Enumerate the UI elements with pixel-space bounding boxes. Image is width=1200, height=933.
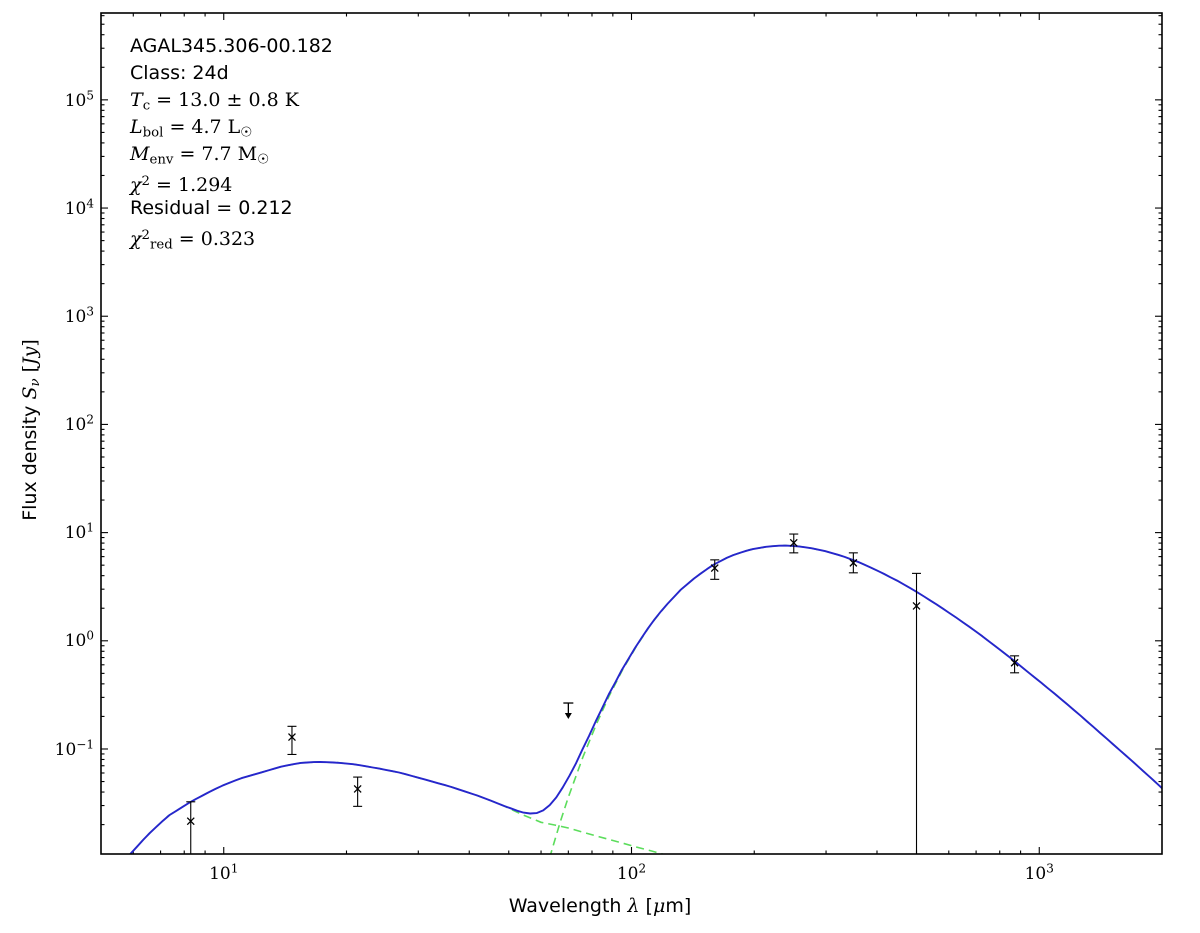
text-segment: ν bbox=[28, 378, 44, 387]
text-segment: χ bbox=[130, 227, 142, 250]
x-tick-label: 103 bbox=[1024, 861, 1054, 884]
text-segment: L bbox=[130, 116, 143, 138]
annotation-line-chi-square: χ2 = 1.294 bbox=[130, 168, 333, 196]
text-segment: Flux density bbox=[18, 399, 41, 521]
text-segment: AGAL345.306-00.182 bbox=[130, 35, 333, 57]
annotation-line-class: Class: 24d bbox=[130, 60, 333, 87]
upper-limit-arrowhead bbox=[564, 713, 572, 720]
y-tick-label: 103 bbox=[64, 304, 94, 327]
annotation-line-bolometric-luminosity: Lbol = 4.7 L☉ bbox=[130, 114, 333, 141]
text-segment: μ bbox=[652, 895, 666, 917]
y-tick-label: 10−1 bbox=[54, 736, 94, 760]
text-segment: = 1.294 bbox=[149, 173, 233, 196]
data-point-marker bbox=[789, 538, 798, 547]
y-tick-label: 100 bbox=[64, 628, 94, 652]
text-segment: = 4.7 L bbox=[163, 116, 241, 138]
text-segment: = 7.7 M bbox=[173, 143, 258, 165]
x-tick-label: 102 bbox=[616, 861, 647, 884]
text-segment: bol bbox=[142, 125, 164, 141]
text-segment: = 0.323 bbox=[172, 227, 256, 250]
text-segment: 2 bbox=[141, 228, 150, 243]
text-segment: ] bbox=[18, 339, 41, 347]
text-segment: Jy bbox=[18, 346, 41, 365]
data-point-marker bbox=[353, 785, 362, 793]
plot-border bbox=[100, 12, 1163, 855]
annotation-line-reduced-chi-square: χ2red = 0.323 bbox=[130, 222, 333, 253]
total-fit-curve bbox=[129, 544, 1162, 854]
text-segment: ☉ bbox=[240, 125, 253, 141]
annotation-line-envelope-mass: Menv = 7.7 M☉ bbox=[130, 141, 333, 168]
text-segment: [ bbox=[18, 364, 41, 379]
text-segment: ] bbox=[683, 895, 692, 917]
y-tick-label: 105 bbox=[64, 87, 94, 111]
text-segment: ☉ bbox=[257, 152, 270, 168]
text-segment: T bbox=[130, 89, 143, 111]
text-segment: m bbox=[665, 895, 684, 917]
text-segment: env bbox=[149, 152, 174, 168]
data-point-marker bbox=[288, 733, 296, 741]
data-point-marker bbox=[849, 558, 858, 567]
text-segment: S bbox=[18, 386, 41, 400]
data-point-marker bbox=[710, 564, 719, 573]
text-segment: M bbox=[130, 143, 150, 165]
text-segment: λ bbox=[627, 895, 640, 917]
annotation-line-residual: Residual = 0.212 bbox=[130, 195, 333, 222]
annotation-line-dust-temperature: Tc = 13.0 ± 0.8 K bbox=[130, 87, 333, 114]
warm-component-curve bbox=[129, 761, 666, 854]
text-segment: Wavelength bbox=[508, 895, 628, 917]
text-segment: [ bbox=[639, 895, 653, 917]
y-tick-label: 101 bbox=[64, 520, 94, 544]
data-point-marker bbox=[1010, 658, 1019, 667]
data-point-marker bbox=[912, 601, 921, 610]
text-segment: red bbox=[149, 237, 173, 253]
y-axis-label: Flux density Sν [Jy] bbox=[19, 339, 43, 521]
x-axis-label: Wavelength λ [μm] bbox=[0, 895, 1200, 917]
y-tick-label: 102 bbox=[64, 412, 94, 436]
x-tick-label: 101 bbox=[209, 861, 239, 884]
text-segment: Class: 24d bbox=[130, 62, 229, 84]
text-segment: Residual = 0.212 bbox=[130, 197, 293, 219]
text-segment: = 13.0 ± 0.8 K bbox=[150, 89, 299, 111]
data-point-marker bbox=[186, 817, 195, 826]
text-segment: χ bbox=[130, 173, 142, 196]
text-segment: 2 bbox=[141, 174, 150, 189]
y-tick-label: 104 bbox=[64, 196, 94, 219]
text-segment: c bbox=[142, 98, 151, 114]
annotation-line-source-name: AGAL345.306-00.182 bbox=[130, 33, 333, 60]
fit-parameters-annotation: AGAL345.306-00.182 Class: 24d Tc = 13.0 ± … bbox=[130, 33, 333, 253]
